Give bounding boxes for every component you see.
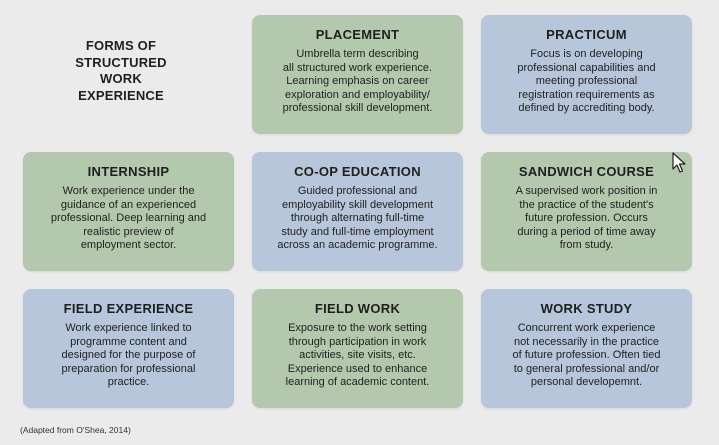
card-internship: INTERNSHIP Work experience under the gui… bbox=[23, 152, 234, 271]
card-title: WORK STUDY bbox=[540, 301, 633, 316]
card-description: Work experience under the guidance of an… bbox=[50, 185, 207, 252]
diagram-title: FORMS OF STRUCTURED WORK EXPERIENCE bbox=[75, 38, 167, 103]
card-title: PLACEMENT bbox=[315, 27, 400, 42]
card-description: Umbrella term describing all structured … bbox=[282, 48, 433, 115]
card-placement: PLACEMENT Umbrella term describing all s… bbox=[252, 15, 463, 134]
card-description: Exposure to the work setting through par… bbox=[285, 322, 430, 389]
card-title: FIELD EXPERIENCE bbox=[63, 301, 194, 316]
card-description: A supervised work position in the practi… bbox=[515, 185, 658, 252]
card-title: PRACTICUM bbox=[546, 27, 627, 42]
card-field-work: FIELD WORK Exposure to the work setting … bbox=[252, 289, 463, 408]
card-title: FIELD WORK bbox=[314, 301, 401, 316]
card-description: Guided professional and employability sk… bbox=[277, 185, 438, 252]
card-work-study: WORK STUDY Concurrent work experience no… bbox=[481, 289, 692, 408]
mouse-pointer-icon bbox=[672, 152, 686, 173]
card-title: INTERNSHIP bbox=[87, 164, 170, 179]
card-title: SANDWICH COURSE bbox=[518, 164, 655, 179]
card-description: Concurrent work experience not necessari… bbox=[512, 322, 661, 389]
card-title: CO-OP EDUCATION bbox=[294, 164, 421, 179]
card-description: Work experience linked to programme cont… bbox=[61, 322, 196, 389]
card-field-experience: FIELD EXPERIENCE Work experience linked … bbox=[23, 289, 234, 408]
card-sandwich-course: SANDWICH COURSE A supervised work positi… bbox=[481, 152, 692, 271]
citation: (Adapted from O'Shea, 2014) bbox=[20, 425, 131, 435]
card-description: Focus is on developing professional capa… bbox=[517, 48, 656, 115]
card-co-op-education: CO-OP EDUCATION Guided professional and … bbox=[252, 152, 463, 271]
card-practicum: PRACTICUM Focus is on developing profess… bbox=[481, 15, 692, 134]
